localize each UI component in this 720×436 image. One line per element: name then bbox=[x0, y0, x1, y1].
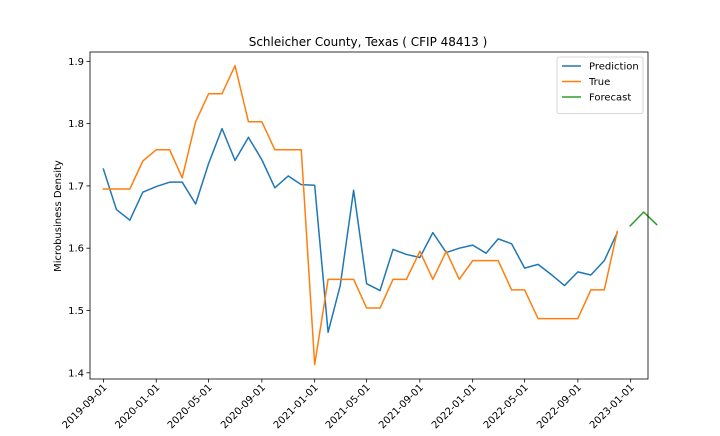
y-tick-label: 1.6 bbox=[68, 244, 84, 255]
y-tick-label: 1.8 bbox=[68, 119, 84, 130]
y-tick-label: 1.5 bbox=[68, 306, 84, 317]
chart-title: Schleicher County, Texas ( CFIP 48413 ) bbox=[249, 35, 488, 49]
y-tick-label: 1.9 bbox=[68, 57, 84, 68]
axes-frame bbox=[89, 51, 649, 380]
y-tick-label: 1.7 bbox=[68, 181, 84, 192]
y-axis-label: Microbusiness Density bbox=[53, 160, 64, 272]
series-line-true bbox=[102, 64, 619, 366]
legend-label-true: True bbox=[588, 77, 610, 88]
legend-label-forecast: Forecast bbox=[589, 93, 631, 104]
series-line-prediction bbox=[102, 127, 619, 334]
series-line-forecast bbox=[629, 211, 658, 227]
y-tick-label: 1.4 bbox=[68, 368, 84, 379]
legend: Prediction True Forecast bbox=[556, 56, 644, 114]
legend-box bbox=[556, 56, 644, 114]
legend-label-prediction: Prediction bbox=[589, 62, 639, 73]
